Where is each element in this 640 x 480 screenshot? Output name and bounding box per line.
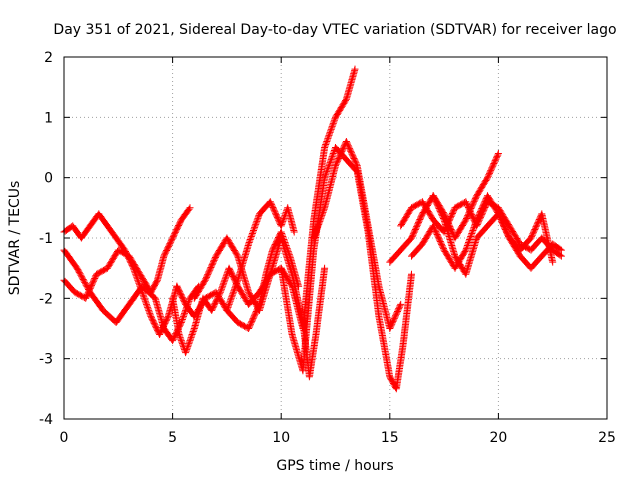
point-markers bbox=[429, 192, 565, 278]
data-points bbox=[60, 65, 565, 393]
x-tick-label: 25 bbox=[598, 430, 616, 446]
y-tick-label: -1 bbox=[39, 231, 53, 247]
point-markers bbox=[277, 144, 415, 393]
x-tick-label: 0 bbox=[60, 430, 69, 446]
series-track-7 bbox=[223, 228, 303, 332]
x-tick-label: 20 bbox=[489, 430, 507, 446]
series-track-9 bbox=[310, 138, 405, 332]
y-tick-label: 2 bbox=[44, 50, 53, 66]
x-tick-label: 5 bbox=[168, 430, 177, 446]
x-tick-label: 10 bbox=[272, 430, 290, 446]
series-track-8 bbox=[277, 144, 415, 393]
ticks: 0 5 10 15 20 25 -4 -3 -2 -1 0 1 2 bbox=[39, 50, 616, 446]
series-track-13 bbox=[429, 192, 565, 278]
x-tick-label: 15 bbox=[381, 430, 399, 446]
x-axis-label: GPS time / hours bbox=[276, 458, 393, 474]
y-tick-label: 1 bbox=[44, 110, 53, 126]
y-tick-label: 0 bbox=[44, 171, 53, 187]
series-track-5 bbox=[173, 198, 298, 320]
y-tick-label: -2 bbox=[39, 291, 53, 307]
point-markers bbox=[223, 228, 303, 332]
chart-title: Day 351 of 2021, Sidereal Day-to-day VTE… bbox=[53, 22, 616, 38]
y-axis-label: SDTVAR / TECUs bbox=[7, 181, 23, 296]
point-markers bbox=[310, 138, 405, 332]
point-markers bbox=[173, 198, 298, 320]
y-tick-label: -4 bbox=[39, 412, 53, 428]
y-tick-label: -3 bbox=[39, 352, 53, 368]
